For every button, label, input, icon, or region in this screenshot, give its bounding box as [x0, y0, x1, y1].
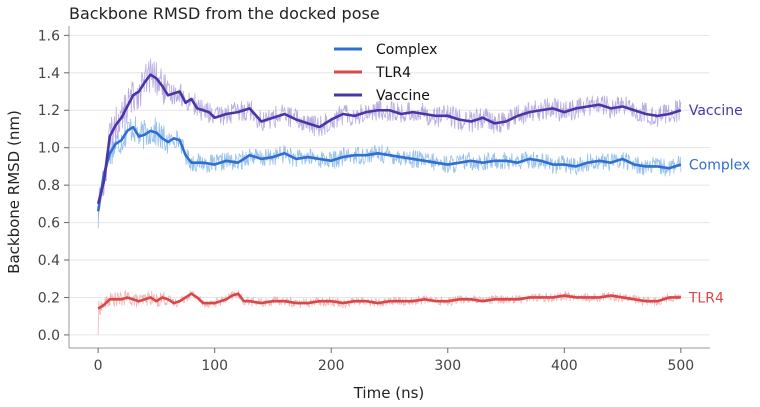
legend-label-complex: Complex: [376, 42, 437, 58]
legend-label-vaccine: Vaccine: [376, 88, 430, 104]
legend-label-tlr4: TLR4: [375, 65, 411, 81]
y-tick-label: 0.0: [38, 328, 60, 344]
y-axis-title: Backbone RMSD (nm): [5, 110, 23, 274]
raw-trace-complex: [97, 116, 682, 229]
end-labels: Complex TLR4 Vaccine: [688, 103, 750, 306]
legend: Complex TLR4 Vaccine: [334, 42, 437, 104]
chart-title: Backbone RMSD from the docked pose: [69, 4, 380, 23]
end-label-tlr4: TLR4: [688, 290, 724, 306]
end-label-vaccine: Vaccine: [689, 103, 743, 119]
x-tick-label: 500: [667, 358, 694, 374]
y-tick-label: 1.4: [38, 66, 60, 82]
y-tick-label: 0.6: [38, 216, 60, 232]
y-tick-label: 0.2: [38, 290, 60, 306]
x-tick-label: 0: [94, 358, 103, 374]
y-tick-label: 0.4: [38, 253, 60, 269]
y-tick-label: 1.2: [38, 103, 60, 119]
raw-trace-vaccine: [97, 58, 682, 220]
series-line-complex: [96, 125, 682, 212]
x-ticks: 0 100 200 300 400 500: [94, 348, 694, 374]
x-axis-title: Time (ns): [353, 384, 425, 402]
axes: [68, 26, 710, 349]
x-tick-label: 300: [434, 358, 461, 374]
x-tick-label: 100: [201, 358, 228, 374]
smoothed-traces: [96, 73, 682, 310]
y-ticks: 0.0 0.2 0.4 0.6 0.8 1.0 1.2 1.4 1.6: [38, 28, 69, 344]
y-tick-label: 1.0: [38, 141, 60, 157]
y-tick-label: 1.6: [38, 28, 60, 44]
end-label-complex: Complex: [689, 158, 750, 174]
x-tick-label: 400: [551, 358, 578, 374]
x-tick-label: 200: [318, 358, 345, 374]
y-tick-label: 0.8: [38, 178, 60, 194]
series-line-vaccine: [96, 73, 682, 205]
series-line-tlr4: [97, 292, 681, 310]
